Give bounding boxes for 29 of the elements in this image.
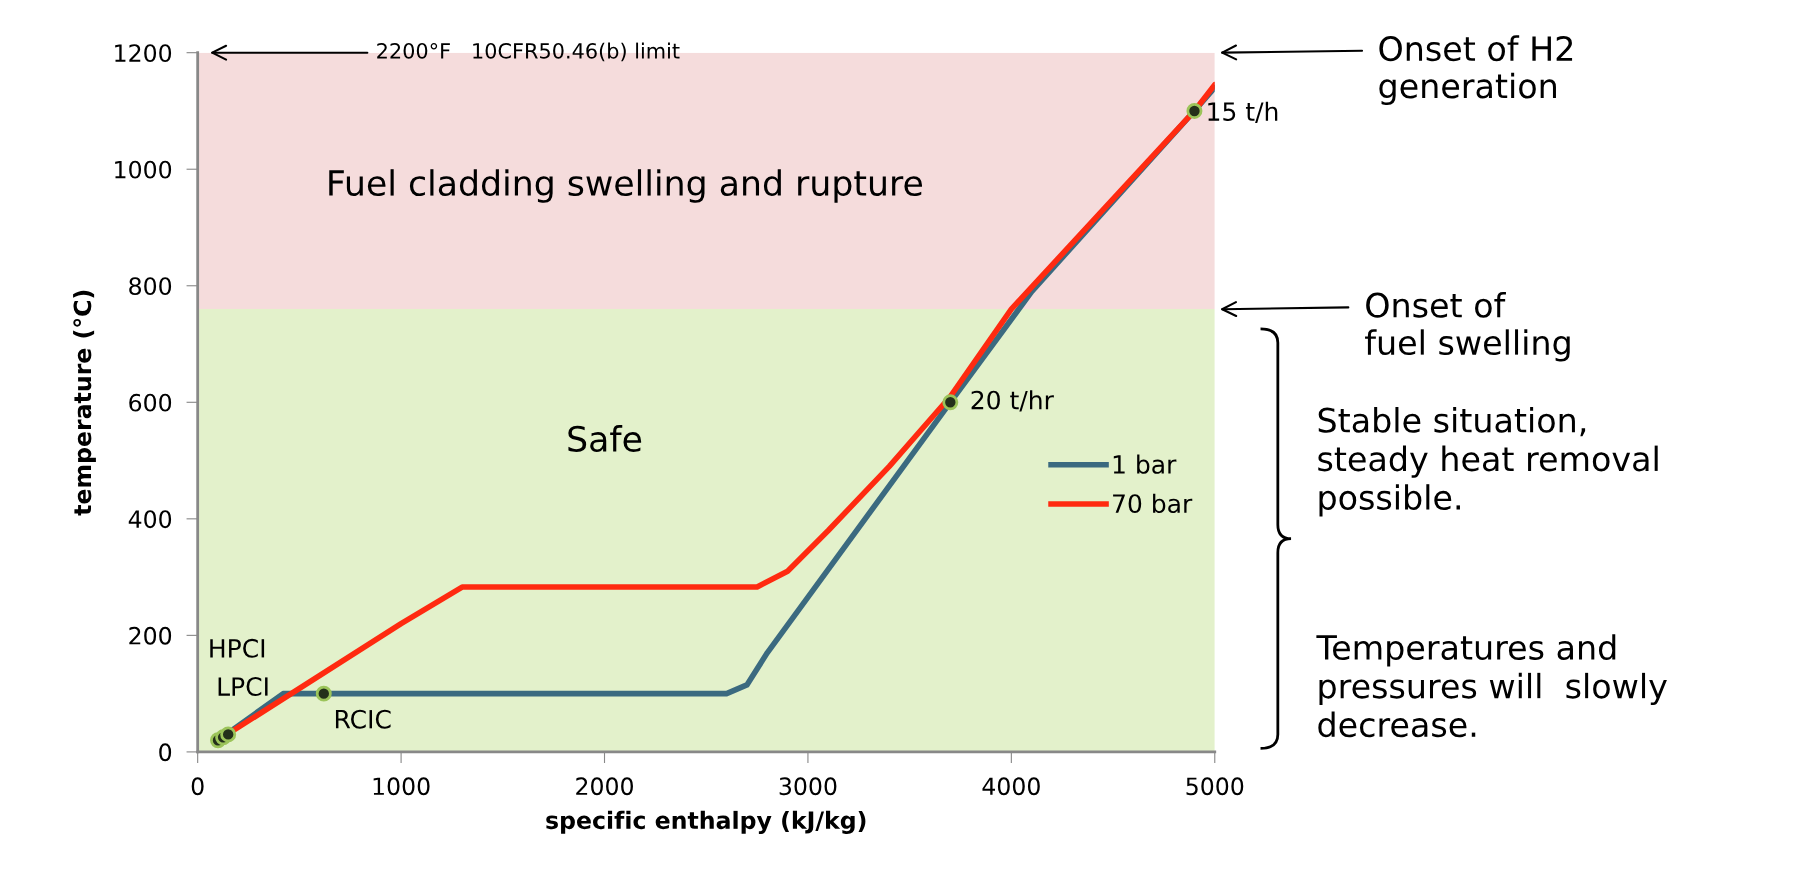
y-tick-label: 800	[129, 277, 172, 296]
y-tick-label: 400	[128, 510, 172, 529]
y-tick-label: 1000	[115, 160, 172, 179]
y-tick-label: 200	[129, 626, 172, 645]
legend-label: 1 bar	[1113, 454, 1177, 474]
annotation: 20 t/hr	[971, 390, 1054, 412]
y-tick-label: 0	[159, 743, 172, 762]
y-axis-title: temperature (°C)	[73, 290, 96, 516]
annotation: 15 t/h	[1208, 101, 1278, 123]
text: Onset of fuel swelling	[1365, 291, 1570, 362]
annotation: RCIC	[335, 709, 391, 729]
x-tick-label: 3000	[779, 777, 837, 796]
band-label: Fuel cladding swelling and rupture	[329, 169, 922, 203]
x-tick-label: 1000	[373, 777, 430, 796]
annotation: HPCI	[210, 638, 265, 658]
band-label: Safe	[568, 425, 642, 452]
text: Stable situation, steady heat removal possible.	[1318, 407, 1658, 517]
annotation: LPCI	[218, 677, 268, 696]
text: Onset of H2 generation	[1379, 35, 1573, 105]
x-tick-label: 4000	[982, 777, 1040, 796]
y-tick-label: 1200	[115, 44, 172, 62]
legend-label: 70 bar	[1113, 493, 1193, 514]
x-tick-label: 0	[191, 777, 204, 796]
annotation: 2200°F 10CFR50.46(b) limit	[377, 42, 680, 62]
x-tick-label: 2000	[576, 777, 633, 796]
x-tick-label: 5000	[1186, 777, 1244, 796]
text: Temperatures and pressures will slowly decrease.	[1316, 634, 1667, 738]
y-tick-label: 600	[129, 393, 172, 412]
x-axis-title: specific enthalpy (kJ/kg)	[546, 810, 866, 834]
